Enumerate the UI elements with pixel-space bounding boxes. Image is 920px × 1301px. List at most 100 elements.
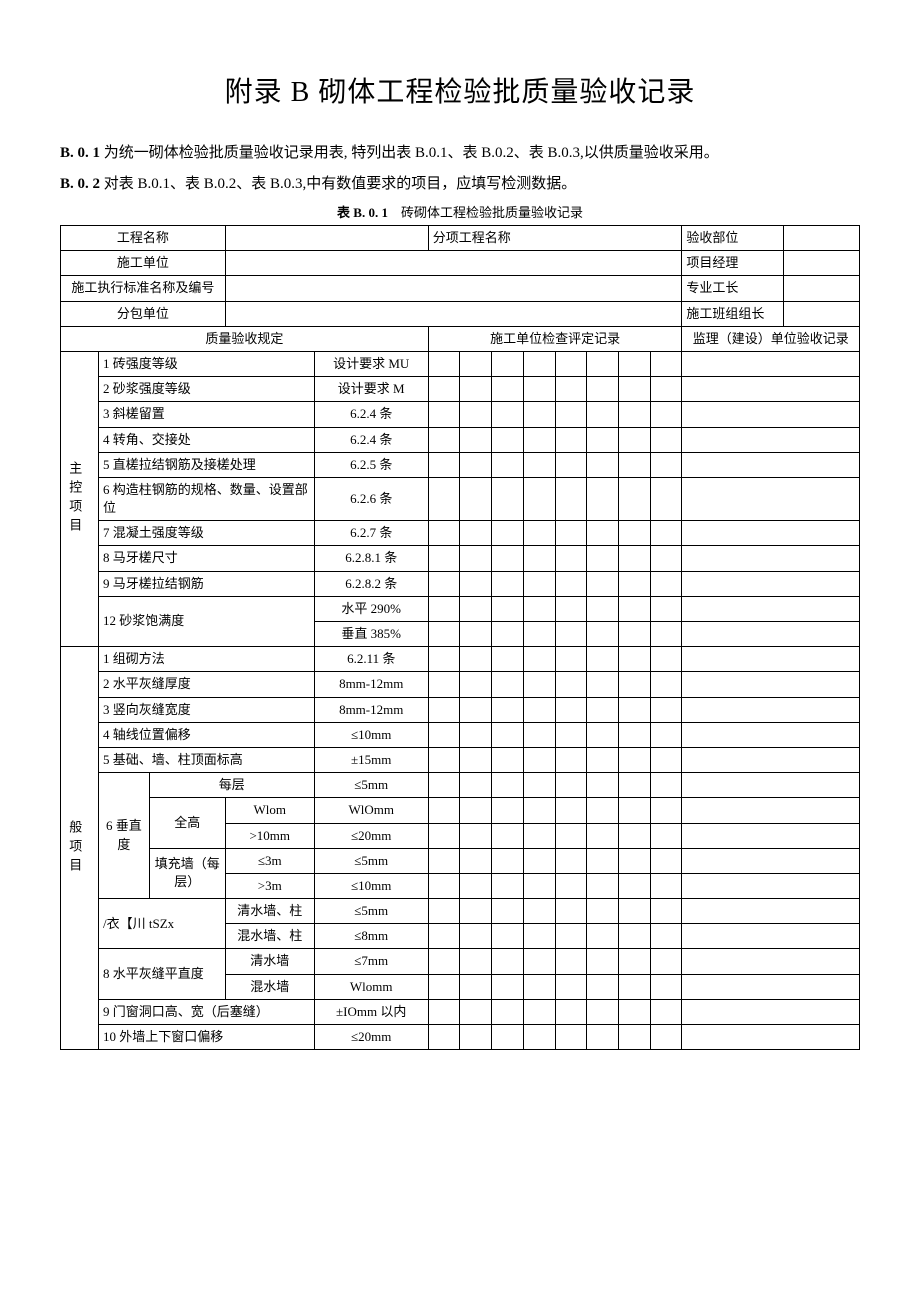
label-unit-check: 施工单位检查评定记录 [428,326,682,351]
gen-row-4: 4 轴线位置偏移 ≤10mm [61,722,860,747]
main-row-7: 7 混凝土强度等级 6.2.7 条 [61,521,860,546]
gen-row-8a: 8 水平灰缝平直度 清水墙 ≤7mm [61,949,860,974]
value-acceptance-dept [783,226,859,251]
main-row-2: 2 砂浆强度等级 设计要求 M [61,377,860,402]
main-6-name: 6 构造柱钢筋的规格、数量、设置部位 [99,477,315,520]
page-title: 附录 B 砌体工程检验批质量验收记录 [60,70,860,110]
hdr-row-3: 施工执行标准名称及编号 专业工长 [61,276,860,301]
gen-row-6d: 填充墙（每层） ≤3m ≤5mm [61,848,860,873]
intro-1-text: 为统一砌体检验批质量验收记录用表, 特列出表 B.0.1、表 B.0.2、表 B… [100,145,719,161]
main-5-name: 5 直槎拉结钢筋及接槎处理 [99,452,315,477]
gen-row-1: 般项目 1 组砌方法 6.2.11 条 [61,647,860,672]
gen-row-2: 2 水平灰缝厚度 8mm-12mm [61,672,860,697]
main-8-name: 8 马牙槎尺寸 [99,546,315,571]
intro-2-text: 对表 B.0.1、表 B.0.2、表 B.0.3,中有数值要求的项目，应填写检测… [100,176,576,192]
label-project-manager: 项目经理 [682,251,783,276]
label-subcontractor: 分包单位 [61,301,226,326]
gen-6-fh-b: >10mm [225,823,314,848]
main-4-name: 4 转角、交接处 [99,427,315,452]
gen-3-req: 8mm-12mm [314,697,428,722]
hdr-row-1: 工程名称 分项工程名称 验收部位 [61,226,860,251]
hdr-row-2: 施工单位 项目经理 [61,251,860,276]
gen-8-b-req: Wlomm [314,974,428,999]
main-row-8: 8 马牙槎尺寸 6.2.8.1 条 [61,546,860,571]
gen-row-3: 3 竖向灰缝宽度 8mm-12mm [61,697,860,722]
main-2-name: 2 砂浆强度等级 [99,377,315,402]
main-row-4: 4 转角、交接处 6.2.4 条 [61,427,860,452]
label-team-leader: 施工班组组长 [682,301,783,326]
value-team-leader [783,301,859,326]
gen-6-fh-b-req: ≤20mm [314,823,428,848]
gen-5-req: ±15mm [314,747,428,772]
gen-row-6a: 6 垂直度 每层 ≤5mm [61,773,860,798]
gen-6-no-name: 6 垂直度 [99,773,150,899]
cat-main: 主控项目 [61,351,99,646]
gen-6-if-b: >3m [225,873,314,898]
gen-8-name: 8 水平灰缝平直度 [99,949,226,999]
label-pro-foreman: 专业工长 [682,276,783,301]
main-row-9: 9 马牙槎拉结钢筋 6.2.8.2 条 [61,571,860,596]
main-3-name: 3 斜槎留置 [99,402,315,427]
value-project-name [225,226,428,251]
gen-2-req: 8mm-12mm [314,672,428,697]
value-subcontractor [225,301,682,326]
gen-9-req: ±IOmm 以内 [314,999,428,1024]
gen-4-name: 4 轴线位置偏移 [99,722,315,747]
value-pro-foreman [783,276,859,301]
gen-7-name: /衣【川 tSZx [99,899,226,949]
main-9-name: 9 马牙槎拉结钢筋 [99,571,315,596]
gen-7-b-req: ≤8mm [314,924,428,949]
main-5-req: 6.2.5 条 [314,452,428,477]
label-acceptance-dept: 验收部位 [682,226,783,251]
inspection-table: 工程名称 分项工程名称 验收部位 施工单位 项目经理 施工执行标准名称及编号 专… [60,225,860,1050]
gen-4-req: ≤10mm [314,722,428,747]
gen-1-name: 1 组砌方法 [99,647,315,672]
main-1-name: 1 砖强度等级 [99,351,315,376]
main-12-req2: 垂直 385% [314,622,428,647]
gen-6-each-floor: 每层 [149,773,314,798]
gen-7-a-req: ≤5mm [314,899,428,924]
table-number: 表 B. 0. 1 [337,205,388,220]
main-2-req: 设计要求 M [314,377,428,402]
main-row-5: 5 直槎拉结钢筋及接槎处理 6.2.5 条 [61,452,860,477]
gen-8-a: 清水墙 [225,949,314,974]
main-7-req: 6.2.7 条 [314,521,428,546]
main-1-req: 设计要求 MU [314,351,428,376]
gen-6-if-a: ≤3m [225,848,314,873]
gen-row-10: 10 外墙上下窗口偏移 ≤20mm [61,1025,860,1050]
gen-10-req: ≤20mm [314,1025,428,1050]
intro-1: B. 0. 1 为统一砌体检验批质量验收记录用表, 特列出表 B.0.1、表 B… [60,140,860,167]
main-4-req: 6.2.4 条 [314,427,428,452]
label-supervisor-check: 监理（建设）单位验收记录 [682,326,860,351]
gen-7-a: 清水墙、柱 [225,899,314,924]
gen-10-name: 10 外墙上下窗口偏移 [99,1025,315,1050]
main-row-3: 3 斜槎留置 6.2.4 条 [61,402,860,427]
gen-3-name: 3 竖向灰缝宽度 [99,697,315,722]
gen-row-6b: 全高 Wlom WlOmm [61,798,860,823]
gen-2-name: 2 水平灰缝厚度 [99,672,315,697]
gen-row-9: 9 门窗洞口高、宽（后塞缝） ±IOmm 以内 [61,999,860,1024]
gen-6-each-floor-req: ≤5mm [314,773,428,798]
main-row-1: 主控项目 1 砖强度等级 设计要求 MU [61,351,860,376]
table-caption: 表 B. 0. 1 砖砌体工程检验批质量验收记录 [60,202,860,221]
main-row-6: 6 构造柱钢筋的规格、数量、设置部位 6.2.6 条 [61,477,860,520]
main-6-req: 6.2.6 条 [314,477,428,520]
label-standard-name: 施工执行标准名称及编号 [61,276,226,301]
gen-6-infill: 填充墙（每层） [149,848,225,898]
gen-6-if-a-req: ≤5mm [314,848,428,873]
gen-6-fh-a: Wlom [225,798,314,823]
intro-2: B. 0. 2 对表 B.0.1、表 B.0.2、表 B.0.3,中有数值要求的… [60,171,860,198]
intro-1-label: B. 0. 1 [60,145,100,161]
gen-row-5: 5 基础、墙、柱顶面标高 ±15mm [61,747,860,772]
gen-6-if-b-req: ≤10mm [314,873,428,898]
main-3-req: 6.2.4 条 [314,402,428,427]
main-row-12a: 12 砂浆饱满度 水平 290% [61,596,860,621]
label-quality-spec: 质量验收规定 [61,326,429,351]
gen-6-full-height: 全高 [149,798,225,848]
gen-8-a-req: ≤7mm [314,949,428,974]
value-project-manager [783,251,859,276]
gen-row-7a: /衣【川 tSZx 清水墙、柱 ≤5mm [61,899,860,924]
main-8-req: 6.2.8.1 条 [314,546,428,571]
main-12-req1: 水平 290% [314,596,428,621]
gen-7-b: 混水墙、柱 [225,924,314,949]
